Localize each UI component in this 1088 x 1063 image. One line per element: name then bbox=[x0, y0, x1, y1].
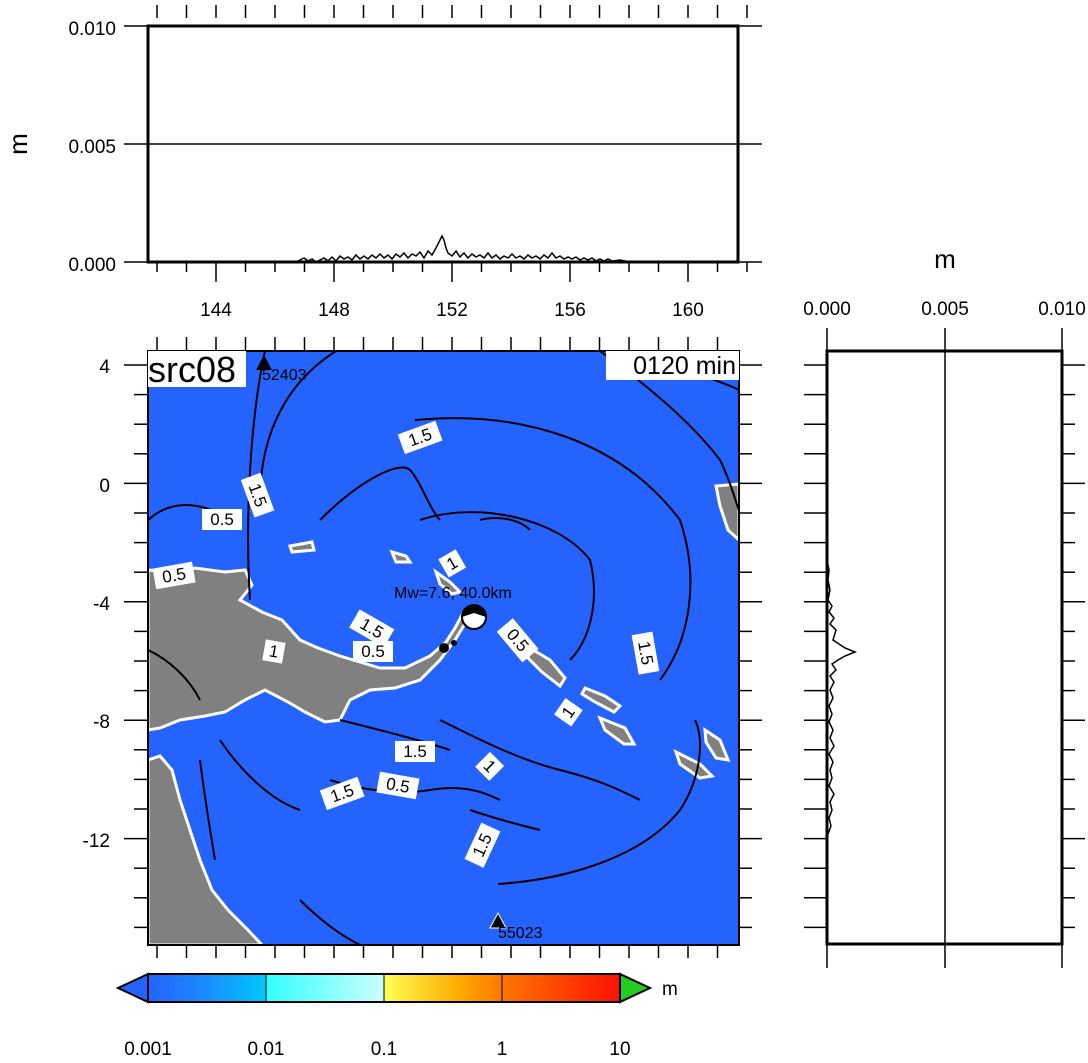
map-ytick-label: 0 bbox=[99, 476, 110, 497]
contour-label-text: 0.5 bbox=[385, 774, 412, 797]
land-island bbox=[433, 568, 463, 596]
station-label: 52403 bbox=[262, 367, 307, 384]
contour-label-bg bbox=[464, 822, 501, 868]
land-island bbox=[580, 686, 623, 714]
top-ytick-label: 0.000 bbox=[68, 255, 116, 276]
top-ylabel: m bbox=[3, 133, 33, 155]
station-triangle-icon bbox=[489, 911, 507, 929]
colorbar: m 0.001 0.01 0.1 1 10 bbox=[115, 972, 678, 1060]
contour-label: 1 bbox=[554, 698, 583, 727]
contour-label-text: 1.5 bbox=[403, 742, 427, 761]
run-label-bg bbox=[148, 351, 246, 387]
epicenter-dot bbox=[439, 643, 449, 653]
contour-label: 0.5 bbox=[152, 561, 196, 590]
land-island bbox=[597, 715, 637, 746]
side-xlabel: m bbox=[934, 244, 956, 274]
side-xtick-label: 0.005 bbox=[921, 299, 969, 320]
side-xtick-label: 0.010 bbox=[1038, 299, 1086, 320]
contour-label-bg bbox=[631, 631, 660, 675]
map-ytick-label: -12 bbox=[83, 831, 110, 852]
land-island bbox=[288, 540, 316, 554]
land-island bbox=[703, 727, 731, 762]
colorbar-tick-label: 0.001 bbox=[124, 1039, 172, 1060]
land-island bbox=[389, 549, 413, 564]
land-australia bbox=[148, 754, 265, 945]
colorbar-tick-label: 10 bbox=[609, 1039, 630, 1060]
source-marker: Mw=7.6, 40.0km bbox=[394, 585, 512, 653]
contour-label: 1 bbox=[438, 549, 467, 578]
top-amplitude-line bbox=[295, 234, 631, 263]
time-label: 0120 min bbox=[633, 352, 736, 380]
contour-label-bg bbox=[376, 771, 420, 800]
contour-label-bg bbox=[397, 420, 443, 455]
station-triangle-icon bbox=[256, 355, 272, 370]
time-label-bg bbox=[606, 351, 739, 380]
land-island bbox=[673, 749, 716, 780]
contour-label-text: 0.5 bbox=[210, 510, 234, 529]
contour-label-bg bbox=[152, 561, 196, 590]
contour-lines bbox=[148, 351, 739, 945]
colorbar-tick-label: 0.1 bbox=[371, 1039, 397, 1060]
contour-label-bg bbox=[262, 639, 286, 664]
contour-label: 1 bbox=[475, 751, 505, 781]
contour-label: 0.5 bbox=[202, 509, 242, 530]
contour-label-bg bbox=[202, 509, 242, 530]
contour-label: 1.5 bbox=[395, 741, 435, 762]
contour-label-bg bbox=[319, 776, 365, 811]
contour-label-bg bbox=[349, 609, 395, 648]
contour-label: 0.5 bbox=[376, 771, 420, 800]
contour-label: 1 bbox=[262, 639, 286, 664]
top-xtick-label: 156 bbox=[554, 300, 586, 321]
top-ytick-label: 0.005 bbox=[68, 137, 116, 158]
side-xtick-label: 0.000 bbox=[803, 299, 851, 320]
contour-label-bg bbox=[554, 698, 583, 727]
side-panel: m 0.000 0.005 0.010 bbox=[803, 244, 1086, 968]
contour-label: 1.5 bbox=[631, 631, 660, 675]
top-xtick-label: 152 bbox=[436, 300, 468, 321]
epicenter-dot bbox=[451, 640, 457, 646]
contour-label-text: 0.5 bbox=[361, 642, 385, 661]
station-55023: 55023 bbox=[489, 911, 543, 942]
colorbar-tick-label: 1 bbox=[497, 1039, 508, 1060]
land-island bbox=[526, 645, 567, 689]
side-amplitude-line bbox=[826, 559, 858, 835]
map-ytick-label: -8 bbox=[93, 712, 110, 733]
top-xtick-label: 144 bbox=[200, 300, 232, 321]
contour-label-bg bbox=[438, 549, 467, 578]
focal-mechanism-fill bbox=[462, 605, 486, 617]
top-ytick-label: 0.010 bbox=[68, 19, 116, 40]
map-ytick-label: 4 bbox=[99, 357, 110, 378]
contour-label-bg bbox=[353, 641, 393, 662]
map-panel: 4 0 -4 -8 -12 1.51.50.50.511.50.51 0.5 1.5… bbox=[83, 337, 762, 958]
station-52403: 52403 bbox=[256, 355, 307, 384]
land-island bbox=[714, 482, 739, 543]
station-label: 55023 bbox=[498, 925, 543, 942]
map-frame bbox=[147, 350, 740, 946]
contour-label-text: 0.5 bbox=[161, 564, 188, 587]
contour-label: 0.5 bbox=[353, 641, 393, 662]
colorbar-under-arrow bbox=[115, 972, 149, 1004]
contour-label-bg bbox=[240, 472, 275, 518]
contour-label-text: 1.5 bbox=[634, 640, 657, 667]
source-label: Mw=7.6, 40.0km bbox=[394, 585, 512, 602]
colorbar-unit: m bbox=[662, 979, 678, 1000]
contour-label-bg bbox=[496, 618, 539, 663]
contour-label-bg bbox=[475, 751, 505, 781]
contour-label-text: 1 bbox=[268, 641, 281, 661]
top-panel: 0.010 0.005 0.000 m 144 148 152 156 160 bbox=[3, 5, 762, 321]
contour-label-bg bbox=[395, 741, 435, 762]
map-ytick-label: -4 bbox=[93, 594, 110, 615]
colorbar-over-arrow bbox=[619, 972, 653, 1004]
colorbar-tick-label: 0.01 bbox=[248, 1039, 285, 1060]
top-xtick-label: 160 bbox=[672, 300, 704, 321]
top-xtick-label: 148 bbox=[318, 300, 350, 321]
run-label: src08 bbox=[148, 349, 236, 390]
